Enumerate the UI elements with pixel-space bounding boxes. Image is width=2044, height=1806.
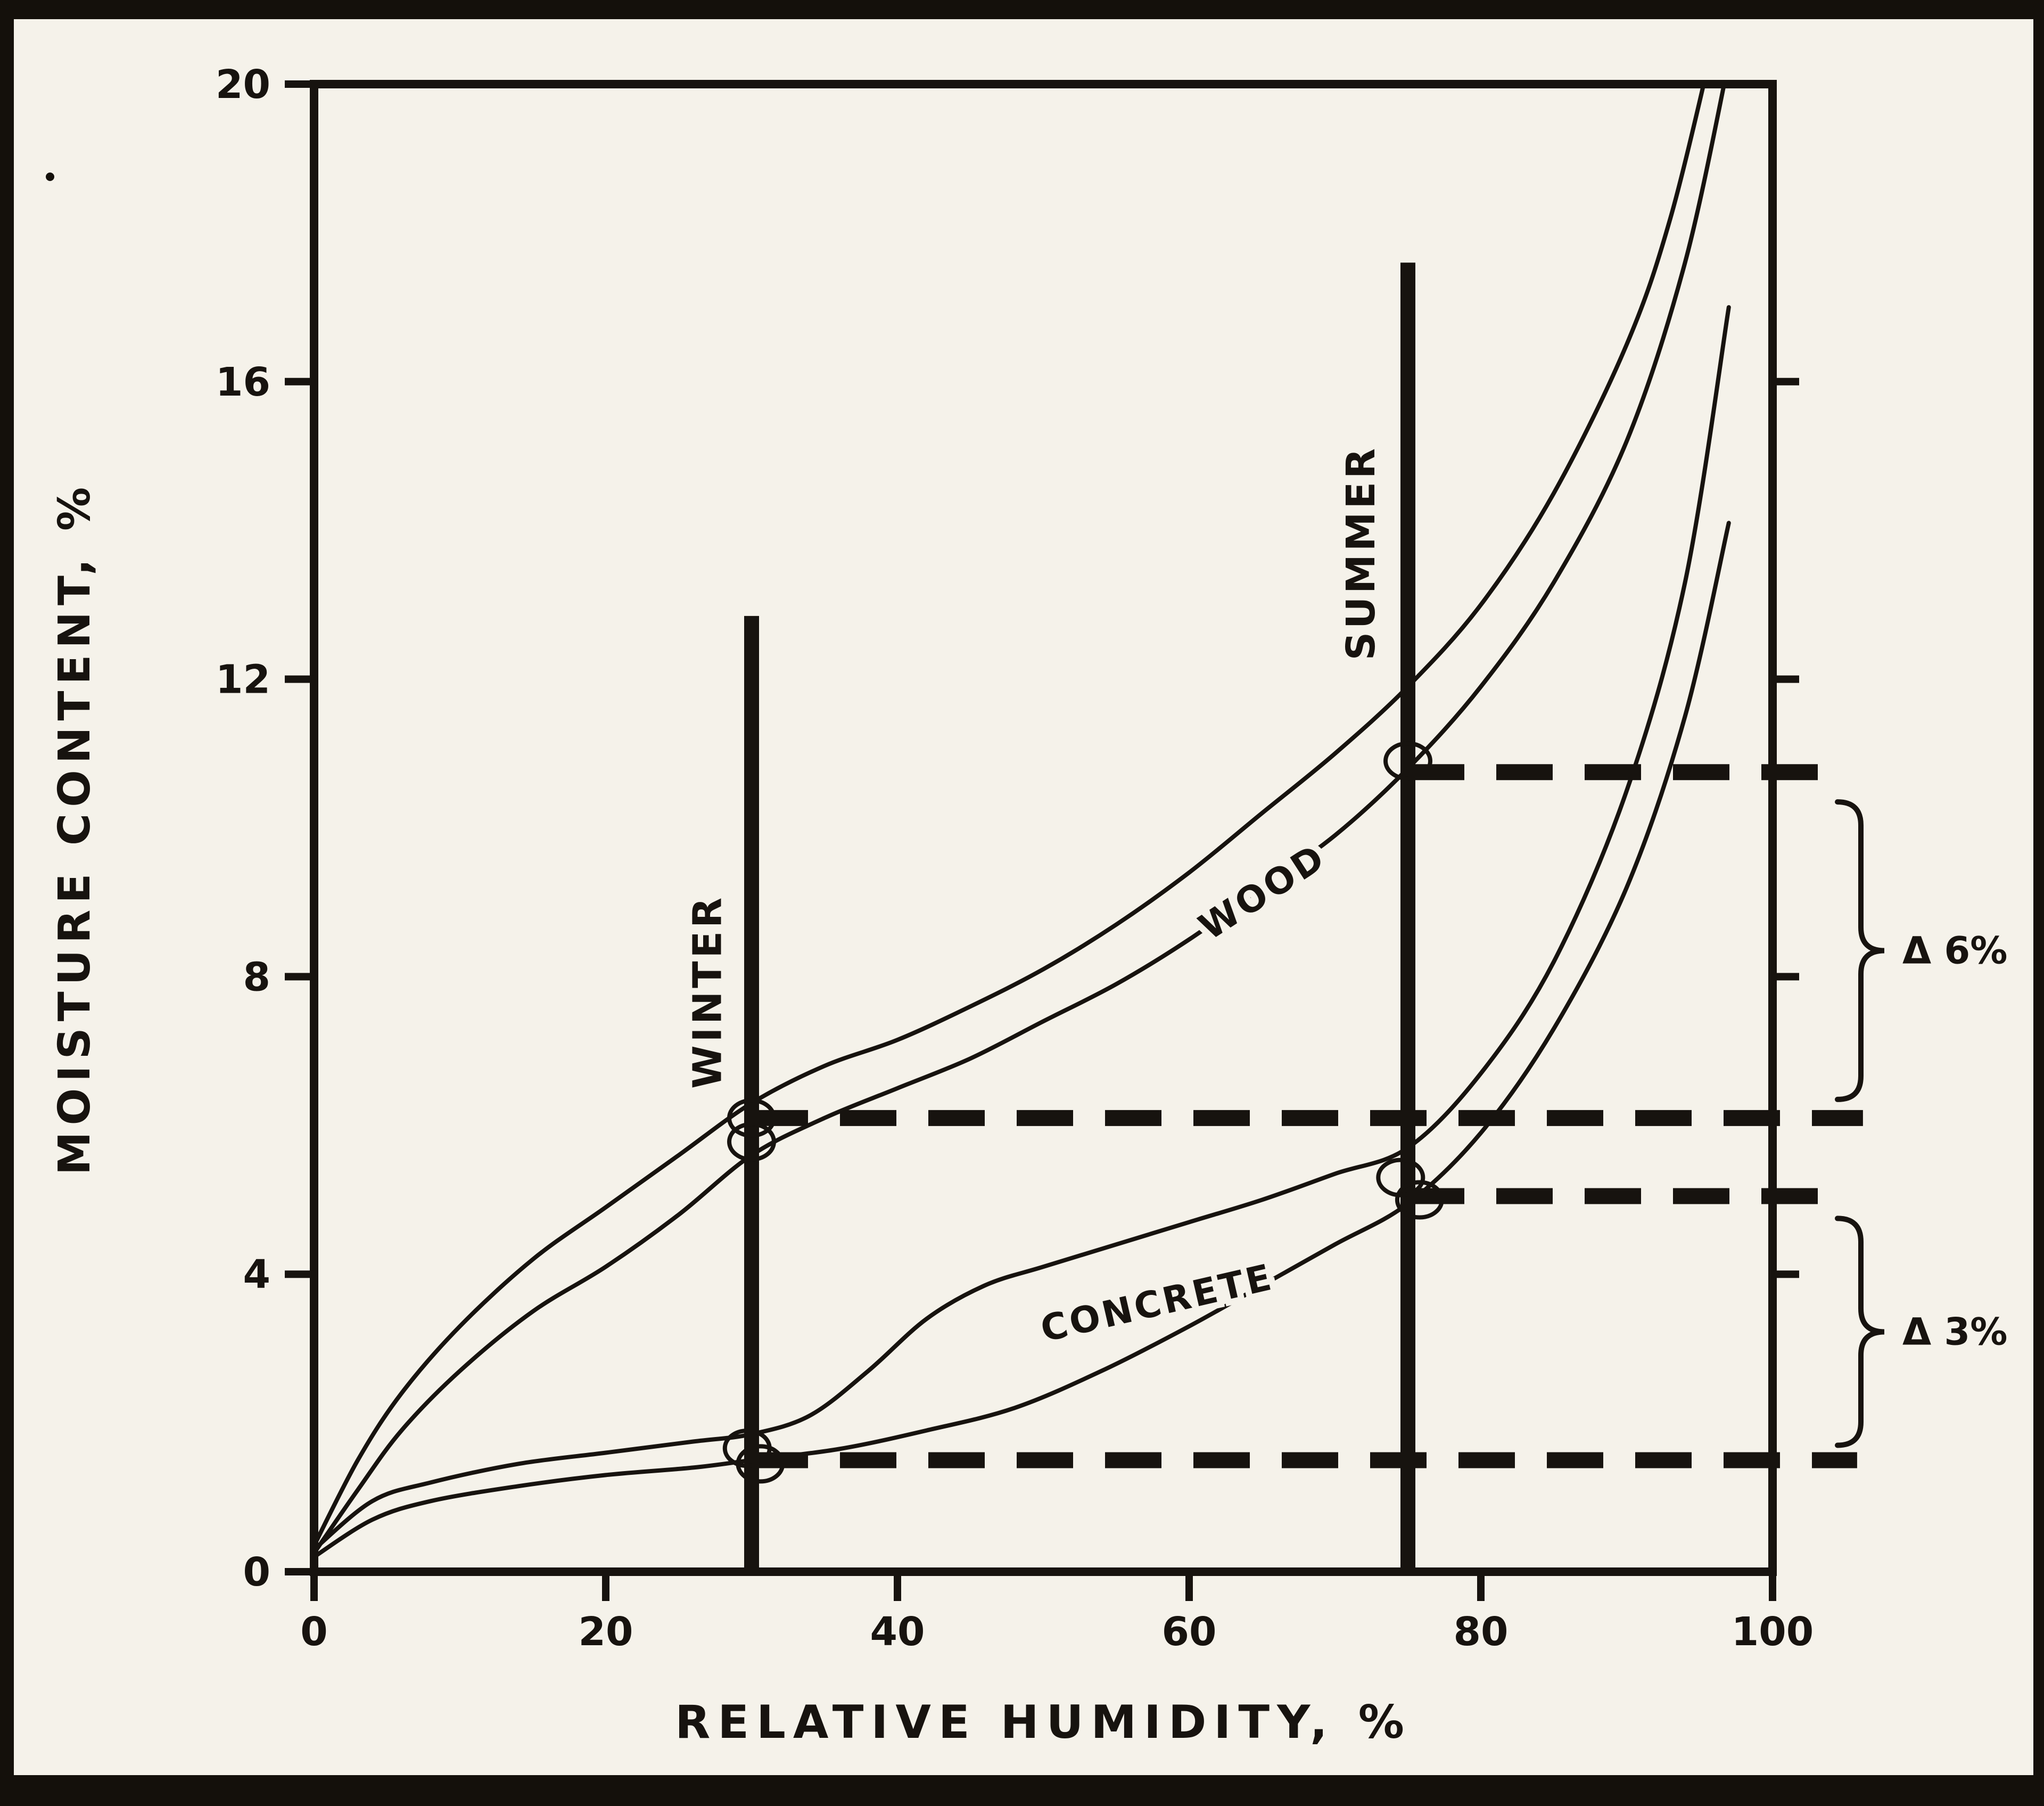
y-tick-label: 4: [243, 1252, 271, 1298]
y-tick-label: 16: [216, 359, 270, 405]
sorption-curves: [312, 81, 1731, 1559]
delta-label: Δ 6%: [1902, 929, 2007, 973]
season-label-summer: SUMMER: [1338, 445, 1384, 660]
y-axis-title: MOISTURE CONTENT, %: [50, 481, 100, 1175]
scan-border-top: [0, 0, 2044, 19]
axis-box: [310, 80, 1777, 1576]
scan-border-left: [0, 0, 14, 1806]
axis-ticks: [285, 80, 1799, 1601]
tick-labels: 0 4 8 12 16 20 0 20 40 60 80 100: [216, 62, 1814, 1655]
y-tick-label: 0: [243, 1549, 271, 1595]
curve-concrete-upper: [312, 305, 1731, 1552]
x-axis-title: RELATIVE HUMIDITY, %: [675, 1696, 1412, 1749]
y-tick-label: 8: [243, 954, 271, 1000]
scan-border-right: [2033, 0, 2044, 1806]
x-tick-label: 20: [579, 1609, 633, 1655]
curve-concrete-lower: [312, 521, 1731, 1559]
intersection-circle: [1376, 1158, 1425, 1197]
scan-border-bottom: [0, 1775, 2044, 1806]
delta-label: Δ 3%: [1902, 1310, 2007, 1353]
x-tick-label: 60: [1162, 1609, 1217, 1655]
curve-wood-upper: [312, 81, 1707, 1548]
season-label-winter: WINTER: [685, 894, 730, 1089]
scan-speck: [46, 173, 54, 181]
x-tick-label: 80: [1454, 1609, 1509, 1655]
curve-label-concrete: CONCRETE: [1037, 1256, 1278, 1350]
delta-brace: [1835, 799, 1885, 1102]
delta-brace: [1835, 1216, 1885, 1448]
x-tick-label: 100: [1732, 1609, 1814, 1655]
curve-wood-lower: [312, 81, 1727, 1556]
y-tick-label: 12: [216, 657, 270, 703]
x-tick-label: 40: [870, 1609, 925, 1655]
x-tick-label: 0: [300, 1609, 328, 1655]
y-tick-label: 20: [216, 62, 270, 108]
